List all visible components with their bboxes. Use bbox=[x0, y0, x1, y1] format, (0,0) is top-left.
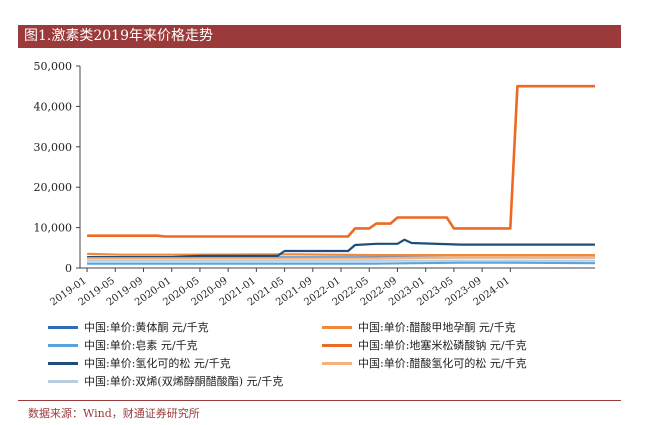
y-tick-label: 0 bbox=[65, 262, 72, 275]
legend-item: 中国:单价:醋酸甲地孕酮 元/千克 bbox=[322, 319, 516, 335]
chart-title: 图1.激素类2019年来价格走势 bbox=[18, 25, 621, 48]
y-tick-label: 20,000 bbox=[34, 181, 73, 194]
y-tick-label: 10,000 bbox=[34, 222, 73, 235]
series-line-4 bbox=[87, 238, 595, 259]
legend-item: 中国:单价:醋酸氢化可的松 元/千克 bbox=[322, 355, 527, 371]
y-axis: 0 10,000 20,000 30,000 40,000 50,000 bbox=[34, 60, 81, 275]
legend-label: 中国:单价:氢化可的松 元/千克 bbox=[84, 357, 231, 370]
legend-swatch bbox=[322, 361, 352, 365]
legend-swatch bbox=[322, 343, 352, 347]
series-line-3 bbox=[87, 84, 595, 238]
source-note: 数据来源：Wind，财通证券研究所 bbox=[28, 407, 200, 420]
series-line-1 bbox=[87, 252, 595, 257]
legend-label: 中国:单价:皂素 元/千克 bbox=[84, 339, 198, 352]
y-tick-label: 50,000 bbox=[34, 60, 73, 73]
x-axis: 2019-012019-052019-092020-012020-052020-… bbox=[48, 267, 595, 308]
legend-label: 中国:单价:醋酸氢化可的松 元/千克 bbox=[358, 357, 527, 370]
footer-divider bbox=[18, 400, 621, 401]
legend-item: 中国:单价:地塞米松磷酸钠 元/千克 bbox=[322, 337, 527, 353]
legend-item: 中国:单价:黄体酮 元/千克 bbox=[48, 319, 209, 335]
legend-swatch bbox=[48, 325, 78, 329]
y-tick-label: 40,000 bbox=[34, 100, 73, 113]
legend-item: 中国:单价:氢化可的松 元/千克 bbox=[48, 355, 231, 371]
y-tick-label: 30,000 bbox=[34, 141, 73, 154]
legend-label: 中国:单价:醋酸甲地孕酮 元/千克 bbox=[358, 321, 516, 334]
legend-label: 中国:单价:双烯(双烯醇酮醋酸酯) 元/千克 bbox=[84, 375, 284, 388]
legend-label: 中国:单价:地塞米松磷酸钠 元/千克 bbox=[358, 339, 527, 352]
series-line-5 bbox=[87, 256, 595, 260]
legend-swatch bbox=[48, 361, 78, 365]
legend-label: 中国:单价:黄体酮 元/千克 bbox=[84, 321, 209, 334]
legend-swatch bbox=[48, 343, 78, 347]
series-line-2 bbox=[87, 261, 596, 265]
legend-item: 中国:单价:皂素 元/千克 bbox=[48, 337, 198, 353]
series-group bbox=[87, 84, 596, 265]
legend-item: 中国:单价:双烯(双烯醇酮醋酸酯) 元/千克 bbox=[48, 373, 283, 389]
legend-swatch bbox=[322, 325, 352, 329]
legend-swatch bbox=[48, 379, 78, 383]
